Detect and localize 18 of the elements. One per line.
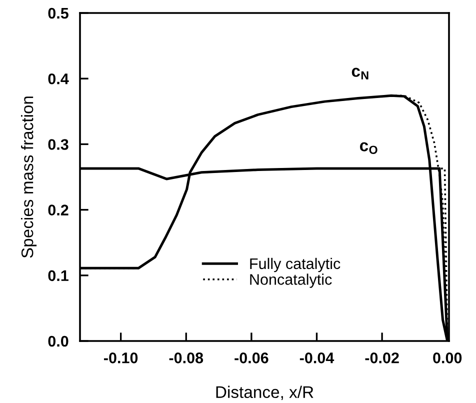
legend-label: Noncatalytic <box>250 274 332 288</box>
y-tick-label: 0.5 <box>48 8 68 19</box>
x-tick-label: -0.06 <box>234 352 268 364</box>
annotation: c$_{N}$ <box>352 68 368 80</box>
y-tick-label: 0.4 <box>48 73 69 84</box>
x-tick-label: -0.08 <box>169 352 204 364</box>
legend-label: Fully catalytic <box>250 258 340 272</box>
y-tick-label: 0.1 <box>48 270 68 282</box>
x-tick-label: -0.10 <box>104 352 138 364</box>
y-tick-label: 0.0 <box>48 336 68 347</box>
y-axis-title: Species mass fraction <box>21 96 37 258</box>
x-tick-label: -0.02 <box>365 352 399 364</box>
y-tick-label: 0.3 <box>48 139 68 150</box>
y-tick-label: 0.2 <box>48 204 68 216</box>
annotation: c$_{O}$ <box>360 142 378 154</box>
x-tick-label: 0.00 <box>433 352 462 364</box>
x-tick-label: -0.04 <box>300 352 334 364</box>
x-axis-title: Distance, x/R <box>216 386 314 400</box>
